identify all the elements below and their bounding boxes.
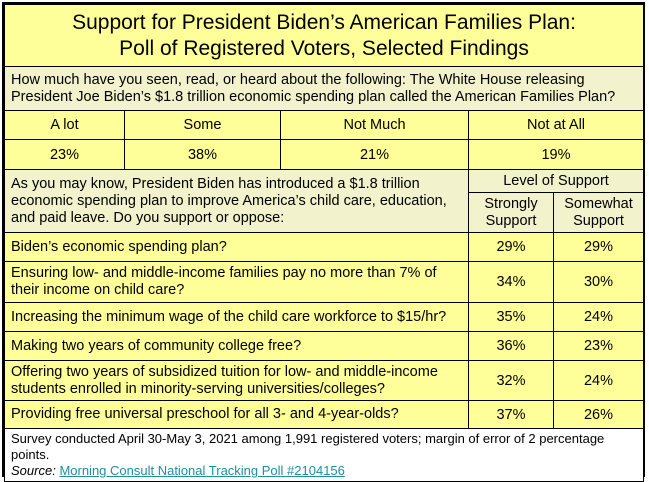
table-row-label: Making two years of community college fr… — [4, 331, 469, 361]
somewhat-value: 23% — [552, 331, 645, 361]
source-link[interactable]: Morning Consult National Tracking Poll #… — [59, 463, 345, 478]
source-label: Source: — [11, 463, 56, 478]
somewhat-value: 30% — [552, 261, 645, 303]
title-line-2: Poll of Registered Voters, Selected Find… — [119, 36, 529, 60]
option-not-much: Not Much — [280, 110, 469, 140]
strong-value: 35% — [468, 302, 554, 332]
survey-note: Survey conducted April 30-May 3, 2021 am… — [11, 431, 605, 462]
value-not-much: 21% — [280, 139, 469, 170]
table-row-label: Biden’s economic spending plan? — [4, 232, 469, 262]
title-line-1: Support for President Biden’s American F… — [72, 10, 576, 34]
question-1: How much have you seen, read, or heard a… — [3, 66, 645, 111]
table-row-label: Offering two years of subsidized tuition… — [4, 360, 469, 401]
table-row-label: Increasing the minimum wage of the child… — [4, 302, 469, 332]
page-title: Support for President Biden’s American F… — [3, 4, 645, 67]
value-a-lot: 23% — [4, 139, 125, 170]
source-line: Source: Morning Consult National Trackin… — [11, 463, 637, 479]
strong-value: 29% — [468, 232, 554, 262]
somewhat-value: 26% — [552, 400, 645, 429]
footer: Survey conducted April 30-May 3, 2021 am… — [3, 428, 645, 482]
somewhat-value: 29% — [552, 232, 645, 262]
poll-table: Support for President Biden’s American F… — [3, 4, 645, 482]
question-2: As you may know, President Biden has int… — [4, 169, 469, 233]
somewhat-value: 24% — [552, 302, 645, 332]
option-some: Some — [124, 110, 281, 140]
option-not-at-all: Not at All — [467, 110, 645, 140]
strongly-support-header: Strongly Support — [468, 192, 554, 233]
table-row-label: Ensuring low- and middle-income families… — [4, 261, 469, 303]
value-some: 38% — [124, 139, 281, 170]
strong-value: 36% — [468, 331, 554, 361]
option-a-lot: A lot — [4, 110, 125, 140]
strong-value: 37% — [468, 400, 554, 429]
level-of-support-header: Level of Support — [467, 169, 645, 193]
somewhat-value: 24% — [552, 360, 645, 401]
strong-value: 32% — [468, 360, 554, 401]
value-not-at-all: 19% — [467, 139, 645, 170]
somewhat-support-header: Somewhat Support — [552, 192, 645, 233]
table-row-label: Providing free universal preschool for a… — [4, 400, 469, 429]
strong-value: 34% — [468, 261, 554, 303]
